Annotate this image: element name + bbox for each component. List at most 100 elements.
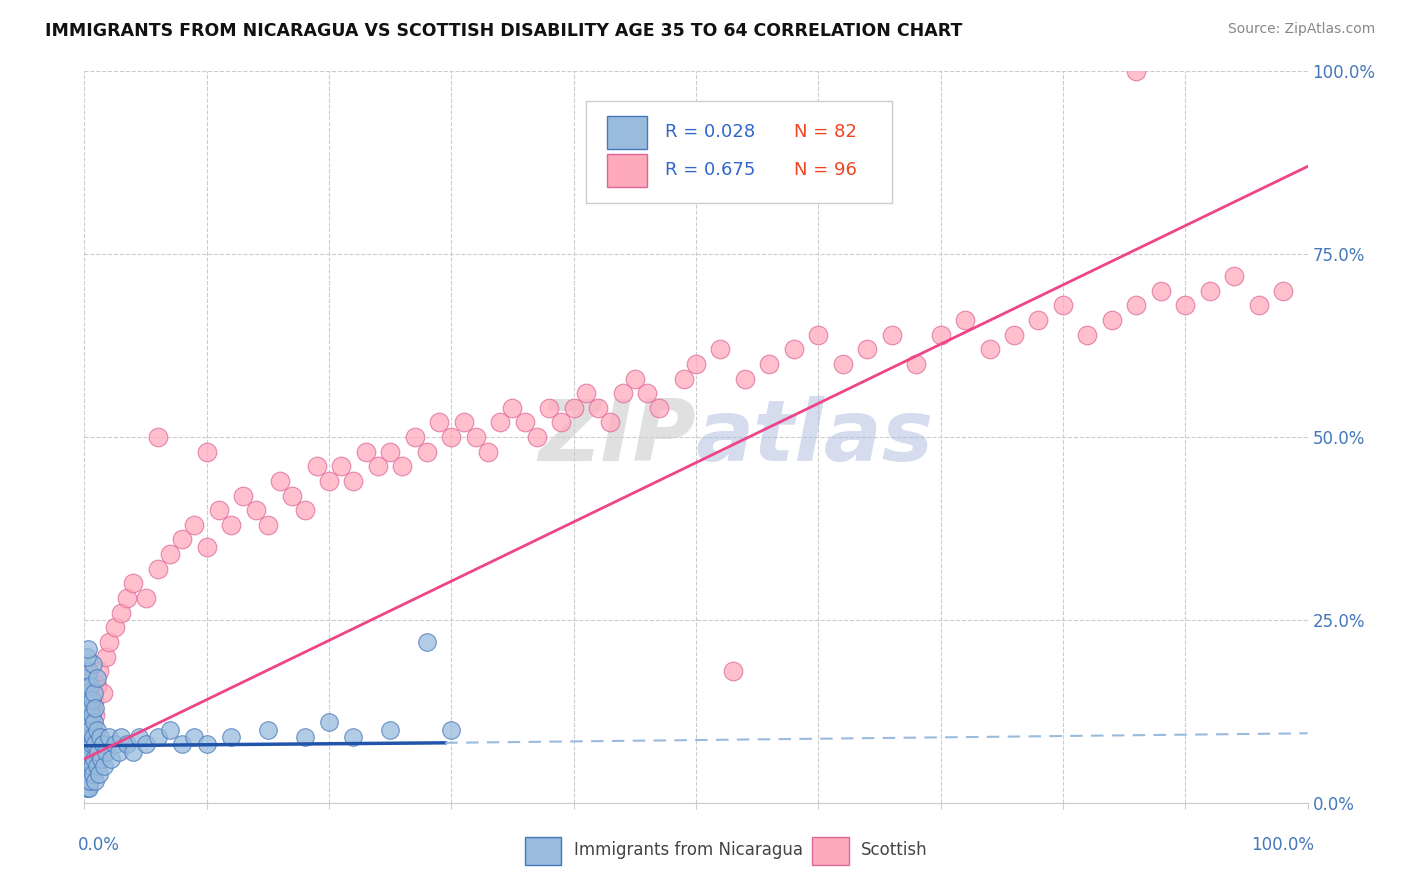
- Point: [146, 430, 169, 444]
- Bar: [524, 838, 561, 865]
- Point: [1028, 313, 1050, 327]
- Point: [929, 327, 952, 342]
- Point: [77, 708, 100, 723]
- Point: [354, 444, 377, 458]
- Point: [464, 430, 486, 444]
- Point: [84, 773, 107, 788]
- Point: [219, 517, 242, 532]
- Point: [80, 759, 103, 773]
- Point: [76, 752, 98, 766]
- Point: [391, 459, 413, 474]
- Point: [453, 416, 475, 430]
- Point: [76, 766, 98, 780]
- Point: [380, 723, 402, 737]
- Point: [84, 737, 107, 751]
- Point: [107, 745, 129, 759]
- Point: [1174, 298, 1197, 312]
- Point: [87, 766, 110, 780]
- Point: [685, 357, 707, 371]
- Point: [104, 620, 127, 634]
- Point: [97, 635, 120, 649]
- Point: [953, 313, 976, 327]
- Point: [76, 781, 98, 796]
- Point: [807, 327, 830, 342]
- Point: [79, 679, 101, 693]
- Point: [208, 503, 231, 517]
- Point: [195, 737, 218, 751]
- Text: Source: ZipAtlas.com: Source: ZipAtlas.com: [1227, 22, 1375, 37]
- Point: [219, 730, 242, 744]
- Point: [318, 715, 340, 730]
- Point: [342, 730, 364, 744]
- Point: [758, 357, 780, 371]
- Point: [76, 730, 98, 744]
- Point: [257, 517, 280, 532]
- Point: [91, 737, 114, 751]
- Point: [76, 708, 98, 723]
- Point: [77, 752, 100, 766]
- Point: [257, 723, 280, 737]
- Point: [104, 737, 127, 751]
- Point: [75, 679, 97, 693]
- Point: [82, 766, 104, 780]
- Point: [1101, 313, 1123, 327]
- Point: [89, 730, 111, 744]
- Point: [305, 459, 328, 474]
- Point: [172, 533, 194, 547]
- Point: [90, 752, 112, 766]
- Point: [440, 430, 463, 444]
- Point: [612, 386, 634, 401]
- Point: [79, 672, 101, 686]
- Point: [342, 474, 364, 488]
- Point: [77, 737, 100, 751]
- Point: [599, 416, 621, 430]
- Point: [80, 700, 103, 714]
- Point: [513, 416, 536, 430]
- Text: R = 0.028: R = 0.028: [665, 123, 755, 141]
- Point: [80, 708, 103, 723]
- Point: [979, 343, 1001, 357]
- Point: [195, 540, 218, 554]
- Point: [79, 723, 101, 737]
- Point: [110, 606, 132, 620]
- Point: [367, 459, 389, 474]
- Point: [77, 773, 100, 788]
- Point: [440, 723, 463, 737]
- Bar: [606, 153, 647, 186]
- Point: [330, 459, 353, 474]
- Point: [294, 730, 316, 744]
- Point: [281, 489, 304, 503]
- Y-axis label: Disability Age 35 to 64: Disability Age 35 to 64: [0, 350, 7, 524]
- Text: ZIP: ZIP: [538, 395, 696, 479]
- Point: [575, 386, 598, 401]
- Point: [672, 371, 695, 385]
- Point: [77, 642, 100, 657]
- Point: [1125, 64, 1147, 78]
- Point: [159, 547, 181, 561]
- Point: [77, 781, 100, 796]
- Point: [77, 723, 100, 737]
- Point: [77, 715, 100, 730]
- Text: 0.0%: 0.0%: [79, 836, 120, 854]
- Point: [77, 664, 100, 678]
- Point: [1150, 284, 1173, 298]
- Point: [83, 693, 105, 707]
- Point: [77, 730, 100, 744]
- Point: [586, 401, 609, 415]
- Point: [135, 737, 157, 751]
- Point: [245, 503, 267, 517]
- Point: [269, 474, 291, 488]
- Point: [75, 700, 97, 714]
- Point: [122, 576, 145, 591]
- Point: [76, 679, 98, 693]
- Point: [115, 737, 138, 751]
- Point: [562, 401, 585, 415]
- Point: [146, 562, 169, 576]
- Point: [648, 401, 671, 415]
- Point: [538, 401, 561, 415]
- Point: [75, 745, 97, 759]
- Point: [77, 759, 100, 773]
- Point: [77, 730, 100, 744]
- Point: [82, 730, 104, 744]
- Point: [1247, 298, 1270, 312]
